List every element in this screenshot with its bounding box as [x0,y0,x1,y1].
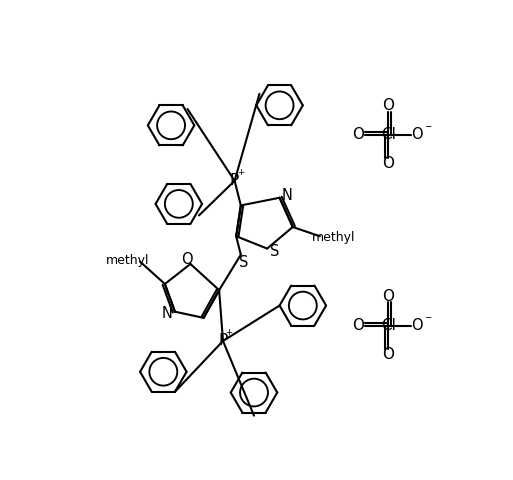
Text: O: O [411,127,423,142]
Text: Cl: Cl [381,318,396,333]
Text: P: P [230,173,239,188]
Text: O: O [382,289,394,304]
Text: $^{-}$: $^{-}$ [424,313,432,327]
Text: O: O [382,98,394,113]
Text: O: O [382,156,394,171]
Text: $^{+}$: $^{+}$ [236,168,245,181]
Text: O: O [411,318,423,333]
Text: Cl: Cl [381,127,396,142]
Text: methyl: methyl [312,231,356,244]
Text: O: O [352,318,364,333]
Text: P: P [219,334,228,348]
Text: O: O [382,348,394,362]
Text: O: O [181,252,192,267]
Text: methyl: methyl [106,253,149,266]
Text: O: O [352,127,364,142]
Text: S: S [270,244,280,259]
Text: N: N [282,188,293,203]
Text: N: N [162,306,173,321]
Text: $^{+}$: $^{+}$ [225,328,233,341]
Text: S: S [239,255,249,270]
Text: $^{-}$: $^{-}$ [424,123,432,136]
